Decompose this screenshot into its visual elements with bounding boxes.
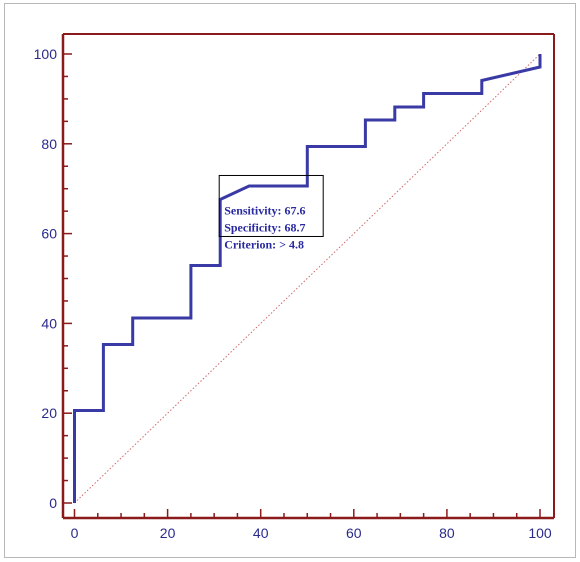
y-tick-label: 40 xyxy=(41,315,57,331)
y-tick-label: 0 xyxy=(49,495,57,511)
x-tick-label: 80 xyxy=(439,525,455,541)
y-tick-label: 20 xyxy=(41,405,57,421)
annotation-box xyxy=(218,174,324,237)
x-tick-label: 0 xyxy=(71,525,79,541)
annotation-specificity: Specificity: 68.7 xyxy=(224,220,305,234)
y-tick-label: 60 xyxy=(41,226,57,242)
chart-frame xyxy=(4,3,576,558)
x-tick-label: 60 xyxy=(346,525,362,541)
y-tick-label: 100 xyxy=(34,46,58,62)
axes-group: 0 20 40 60 80 100 0 20 40 60 80 100 xyxy=(34,33,555,541)
x-tick-label: 40 xyxy=(253,525,269,541)
annotation-criterion: Criterion: > 4.8 xyxy=(224,237,304,251)
x-tick-label: 20 xyxy=(160,525,176,541)
x-tick-label: 100 xyxy=(528,525,552,541)
reference-diagonal-line xyxy=(74,53,541,504)
annotation-sensitivity: Sensitivity: 67.6 xyxy=(224,203,305,217)
roc-curve-line xyxy=(73,54,542,503)
y-tick-label: 80 xyxy=(41,136,57,152)
